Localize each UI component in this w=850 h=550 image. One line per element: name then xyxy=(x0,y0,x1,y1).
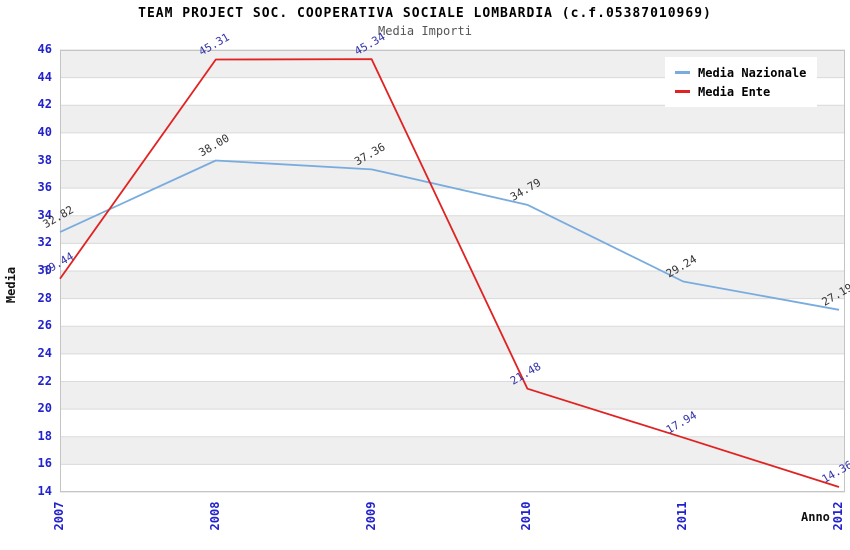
plot-band xyxy=(60,436,845,465)
y-tick-label: 26 xyxy=(37,318,52,333)
legend-label: Media Ente xyxy=(698,84,771,99)
line-marker-icon xyxy=(675,71,690,74)
plot-band xyxy=(60,105,845,133)
x-tick-label: 2008 xyxy=(207,501,222,531)
legend-label: Media Nazionale xyxy=(698,65,807,80)
y-tick-label: 38 xyxy=(37,152,52,167)
y-tick-label: 40 xyxy=(37,124,52,139)
y-axis-title: Media xyxy=(4,266,18,304)
y-tick-label: 42 xyxy=(37,97,52,112)
plot-band xyxy=(60,243,845,271)
plot-band xyxy=(60,271,845,299)
y-tick-label: 34 xyxy=(37,207,52,222)
y-tick-label: 16 xyxy=(37,456,52,471)
plot-band xyxy=(60,132,845,161)
plot-band xyxy=(60,353,845,382)
plot-border xyxy=(60,50,845,492)
y-tick-label: 28 xyxy=(37,290,52,305)
x-tick-label: 2012 xyxy=(831,501,845,531)
x-tick-label: 2007 xyxy=(52,501,66,531)
plot-band xyxy=(60,160,845,189)
y-tick-label: 44 xyxy=(37,69,52,84)
plot-band xyxy=(60,464,845,492)
plot-band xyxy=(60,381,845,410)
line-marker-icon xyxy=(675,90,690,93)
plot-band xyxy=(60,326,845,354)
y-tick-label: 18 xyxy=(37,428,52,443)
x-tick-label: 2010 xyxy=(519,501,534,531)
legend-item-media-nazionale: Media Nazionale xyxy=(675,63,809,82)
chart-title: TEAM PROJECT SOC. COOPERATIVA SOCIALE LO… xyxy=(138,6,712,21)
series-line-media-nazionale xyxy=(59,159,840,311)
plot-band xyxy=(60,188,845,216)
plot-band xyxy=(60,298,845,327)
y-tick-label: 30 xyxy=(37,263,52,277)
y-tick-label: 46 xyxy=(37,42,52,56)
legend: Media Nazionale Media Ente xyxy=(665,57,817,107)
x-tick-label: 2009 xyxy=(363,501,378,531)
legend-item-media-ente: Media Ente xyxy=(675,82,809,101)
y-tick-label: 32 xyxy=(37,235,52,250)
x-tick-label: 2011 xyxy=(675,501,690,531)
chart-subtitle: Media Importi xyxy=(378,24,472,38)
x-axis-title: Anno xyxy=(801,510,830,524)
y-tick-label: 36 xyxy=(37,180,52,195)
series-line-media-ente xyxy=(59,58,840,488)
y-tick-label: 20 xyxy=(37,401,52,416)
y-tick-label: 24 xyxy=(37,345,52,360)
y-tick-label: 22 xyxy=(37,373,52,388)
plot-band xyxy=(60,409,845,437)
y-tick-label: 14 xyxy=(37,484,52,498)
